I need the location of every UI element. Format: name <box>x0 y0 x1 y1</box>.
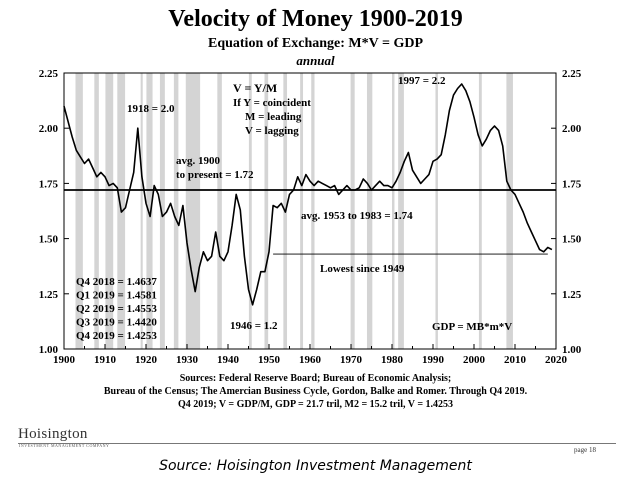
y-tick-label-left: 1.00 <box>39 344 59 356</box>
recession-band <box>366 73 373 349</box>
hoisington-logo: Hoisington <box>18 426 88 442</box>
formula-line: If Y = coincident <box>233 97 311 109</box>
recession-band <box>159 73 165 349</box>
y-tick-label-left: 1.25 <box>39 289 59 301</box>
recession-band <box>94 73 99 349</box>
annotation-1918-peak: 1918 = 2.0 <box>127 103 175 115</box>
page-number: page 18 <box>574 446 596 454</box>
y-tick-label-right: 1.75 <box>562 178 582 190</box>
chart-subtitle: Equation of Exchange: M*V = GDP <box>207 36 423 51</box>
chart-title: Velocity of Money 1900-2019 <box>168 6 463 32</box>
recession-band <box>506 73 513 349</box>
footer-divider <box>18 443 616 444</box>
x-tick-label: 1910 <box>94 354 117 366</box>
recession-band <box>75 73 83 349</box>
source-caption-text: Source: Hoisington Investment Management <box>159 458 472 474</box>
recession-band <box>478 73 482 349</box>
x-tick-label: 1940 <box>217 354 240 366</box>
y-tick-label-right: 1.25 <box>562 289 582 301</box>
annotation-avg-1953-1983: avg. 1953 to 1983 = 1.74 <box>301 210 413 222</box>
chart-frequency: annual <box>296 53 335 68</box>
annotation-avg-1900-value: to present = 1.72 <box>176 169 254 181</box>
annotation-1997-peak: 1997 = 2.2 <box>398 75 446 87</box>
annotation-quarter-value: Q4 2019 = 1.4253 <box>76 330 157 342</box>
recession-band <box>140 73 143 349</box>
formula-line: V = lagging <box>245 125 299 137</box>
x-tick-label: 1950 <box>258 354 281 366</box>
recession-band <box>217 73 222 349</box>
y-tick-label-right: 2.00 <box>562 123 582 135</box>
recession-band <box>173 73 179 349</box>
x-tick-label: 1920 <box>135 354 158 366</box>
y-tick-label-left: 1.50 <box>39 234 59 246</box>
annotation-quarter-value: Q2 2019 = 1.4553 <box>76 303 157 315</box>
recession-band <box>105 73 114 349</box>
recession-band <box>264 73 269 349</box>
annotation-gdp-formula: GDP = MB*m*V <box>432 321 512 333</box>
x-tick-label: 2020 <box>545 354 568 366</box>
x-tick-label: 1980 <box>381 354 404 366</box>
y-tick-label-right: 1.00 <box>562 344 582 356</box>
annotation-lowest-since-1949: Lowest since 1949 <box>320 263 405 275</box>
annotation-quarter-value: Q4 2018 = 1.4637 <box>76 276 157 288</box>
recession-band <box>350 73 355 349</box>
x-tick-label: 1900 <box>53 354 76 366</box>
x-tick-label: 1930 <box>176 354 199 366</box>
source-caption: Source: Hoisington Investment Management <box>0 458 631 474</box>
recession-band <box>311 73 315 349</box>
recession-band <box>248 73 252 349</box>
annotation-quarter-value: Q1 2019 = 1.4581 <box>76 290 157 302</box>
logo-subtitle: INVESTMENT MANAGEMENT COMPANY <box>19 443 110 448</box>
y-tick-label-right: 1.50 <box>562 234 582 246</box>
y-tick-label-left: 1.75 <box>39 178 59 190</box>
velocity-series-line <box>63 83 553 306</box>
y-tick-label-left: 2.00 <box>39 123 59 135</box>
recession-band <box>146 73 153 349</box>
formula-line: V = Y/M <box>233 81 277 95</box>
y-tick-label-right: 2.25 <box>562 68 582 80</box>
recession-band <box>300 73 304 349</box>
x-tick-label: 1990 <box>422 354 445 366</box>
x-tick-label: 1960 <box>299 354 322 366</box>
recession-band <box>392 73 395 349</box>
x-tick-label: 2000 <box>463 354 486 366</box>
x-tick-label: 2010 <box>504 354 527 366</box>
recession-band <box>435 73 438 349</box>
source-line-2: Bureau of the Census; The Amercian Busin… <box>103 386 528 397</box>
recession-band <box>398 73 404 349</box>
recession-band <box>185 73 201 349</box>
annotation-avg-1900: avg. 1900 <box>176 155 221 167</box>
formula-line: M = leading <box>245 111 302 123</box>
sources-note: Sources: Federal Reserve Board; Bureau o… <box>0 372 631 411</box>
annotation-1946-low: 1946 = 1.2 <box>230 320 278 332</box>
annotation-quarter-value: Q3 2019 = 1.4420 <box>76 317 157 329</box>
x-tick-label: 1970 <box>340 354 363 366</box>
source-line-3: Q4 2019; V = GDP/M, GDP = 21.7 tril, M2 … <box>177 399 454 410</box>
source-line-1: Sources: Federal Reserve Board; Bureau o… <box>179 373 452 384</box>
y-tick-label-left: 2.25 <box>39 68 59 80</box>
